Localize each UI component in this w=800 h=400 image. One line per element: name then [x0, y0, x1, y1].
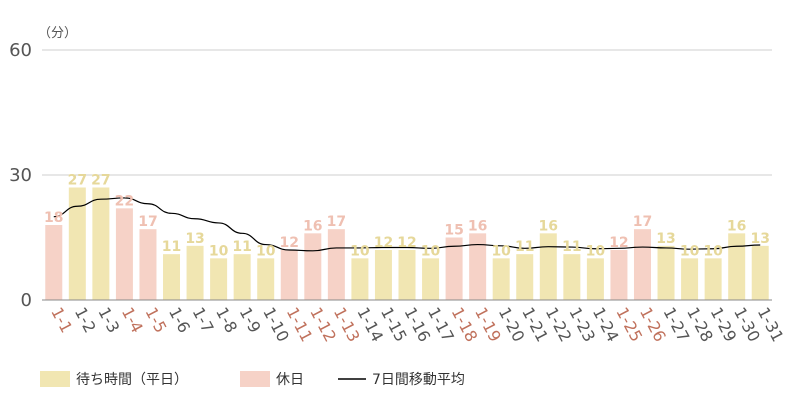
- data-label-1-27: 13: [656, 231, 675, 247]
- bar-1-13: [327, 229, 345, 300]
- bar-1-4: [115, 208, 133, 300]
- data-label-1-5: 17: [138, 214, 157, 230]
- data-label-1-12: 16: [303, 218, 322, 234]
- data-label-1-24: 10: [586, 243, 606, 259]
- x-tick-label-1-2: 1-2: [71, 304, 100, 336]
- bar-1-14: [351, 258, 369, 300]
- data-label-1-1: 18: [44, 210, 63, 226]
- bar-1-15: [374, 250, 392, 300]
- data-label-1-13: 17: [327, 214, 346, 230]
- x-tick-label-1-6: 1-6: [165, 304, 194, 336]
- data-label-1-9: 11: [232, 239, 251, 255]
- bar-1-2: [68, 187, 86, 300]
- x-tick-label-1-1: 1-1: [47, 304, 76, 336]
- y-axis-unit: （分）: [38, 26, 77, 41]
- bar-1-16: [398, 250, 416, 300]
- data-label-1-10: 10: [256, 243, 276, 259]
- data-label-1-23: 11: [562, 239, 581, 255]
- bar-1-17: [422, 258, 440, 300]
- data-label-1-29: 10: [703, 243, 723, 259]
- bar-1-22: [539, 233, 557, 300]
- moving-average-line: [53, 197, 761, 252]
- y-tick-label: 0: [21, 290, 32, 311]
- data-label-1-7: 13: [185, 231, 204, 247]
- data-label-1-6: 11: [162, 239, 181, 255]
- data-label-1-20: 10: [491, 243, 511, 259]
- data-label-1-18: 15: [444, 223, 463, 239]
- bar-1-26: [633, 229, 651, 300]
- bar-1-25: [610, 250, 628, 300]
- data-label-1-21: 11: [515, 239, 534, 255]
- data-label-1-8: 10: [209, 243, 229, 259]
- legend-swatch-holiday: [240, 371, 270, 387]
- x-tick-label-1-3: 1-3: [94, 304, 123, 336]
- x-tick-label-1-4: 1-4: [118, 304, 147, 336]
- bar-1-28: [681, 258, 699, 300]
- x-tick-label-1-5: 1-5: [141, 304, 170, 336]
- bar-1-18: [445, 237, 463, 300]
- data-label-1-2: 27: [68, 173, 87, 189]
- data-label-1-31: 13: [750, 231, 769, 247]
- bar-1-9: [233, 254, 251, 300]
- x-tick-label-1-9: 1-9: [236, 304, 265, 336]
- bar-1-20: [492, 258, 510, 300]
- bar-1-6: [163, 254, 181, 300]
- legend-label-weekday: 待ち時間（平日）: [76, 372, 188, 388]
- bar-1-12: [304, 233, 322, 300]
- y-tick-label: 60: [9, 40, 32, 61]
- data-label-1-22: 16: [539, 218, 558, 234]
- data-label-1-4: 22: [115, 193, 134, 209]
- data-label-1-15: 12: [374, 235, 393, 251]
- data-label-1-11: 12: [280, 235, 299, 251]
- data-label-1-14: 10: [350, 243, 370, 259]
- bar-1-23: [563, 254, 581, 300]
- bar-1-8: [210, 258, 228, 300]
- bar-1-27: [657, 245, 675, 300]
- legend-label-moving-average: 7日間移動平均: [372, 372, 465, 388]
- legend-label-holiday: 休日: [276, 372, 304, 388]
- bar-1-29: [704, 258, 722, 300]
- data-label-1-17: 10: [421, 243, 441, 259]
- data-label-1-28: 10: [680, 243, 700, 259]
- bar-1-1: [45, 225, 63, 300]
- bar-1-19: [469, 233, 487, 300]
- bar-1-30: [728, 233, 746, 300]
- legend-swatch-weekday: [40, 371, 70, 387]
- bar-1-21: [516, 254, 534, 300]
- x-tick-label-1-7: 1-7: [189, 304, 218, 336]
- bar-1-5: [139, 229, 157, 300]
- bar-1-10: [257, 258, 275, 300]
- data-label-1-25: 12: [609, 235, 628, 251]
- data-label-1-26: 17: [633, 214, 652, 230]
- bar-1-11: [280, 250, 298, 300]
- bar-1-7: [186, 245, 204, 300]
- bar-1-3: [92, 187, 110, 300]
- bar-1-24: [586, 258, 604, 300]
- y-tick-label: 30: [9, 165, 32, 186]
- data-label-1-30: 16: [727, 218, 746, 234]
- data-label-1-19: 16: [468, 218, 487, 234]
- data-label-1-3: 27: [91, 173, 110, 189]
- data-label-1-16: 12: [397, 235, 416, 251]
- bar-1-31: [751, 245, 769, 300]
- x-tick-label-1-8: 1-8: [212, 304, 241, 336]
